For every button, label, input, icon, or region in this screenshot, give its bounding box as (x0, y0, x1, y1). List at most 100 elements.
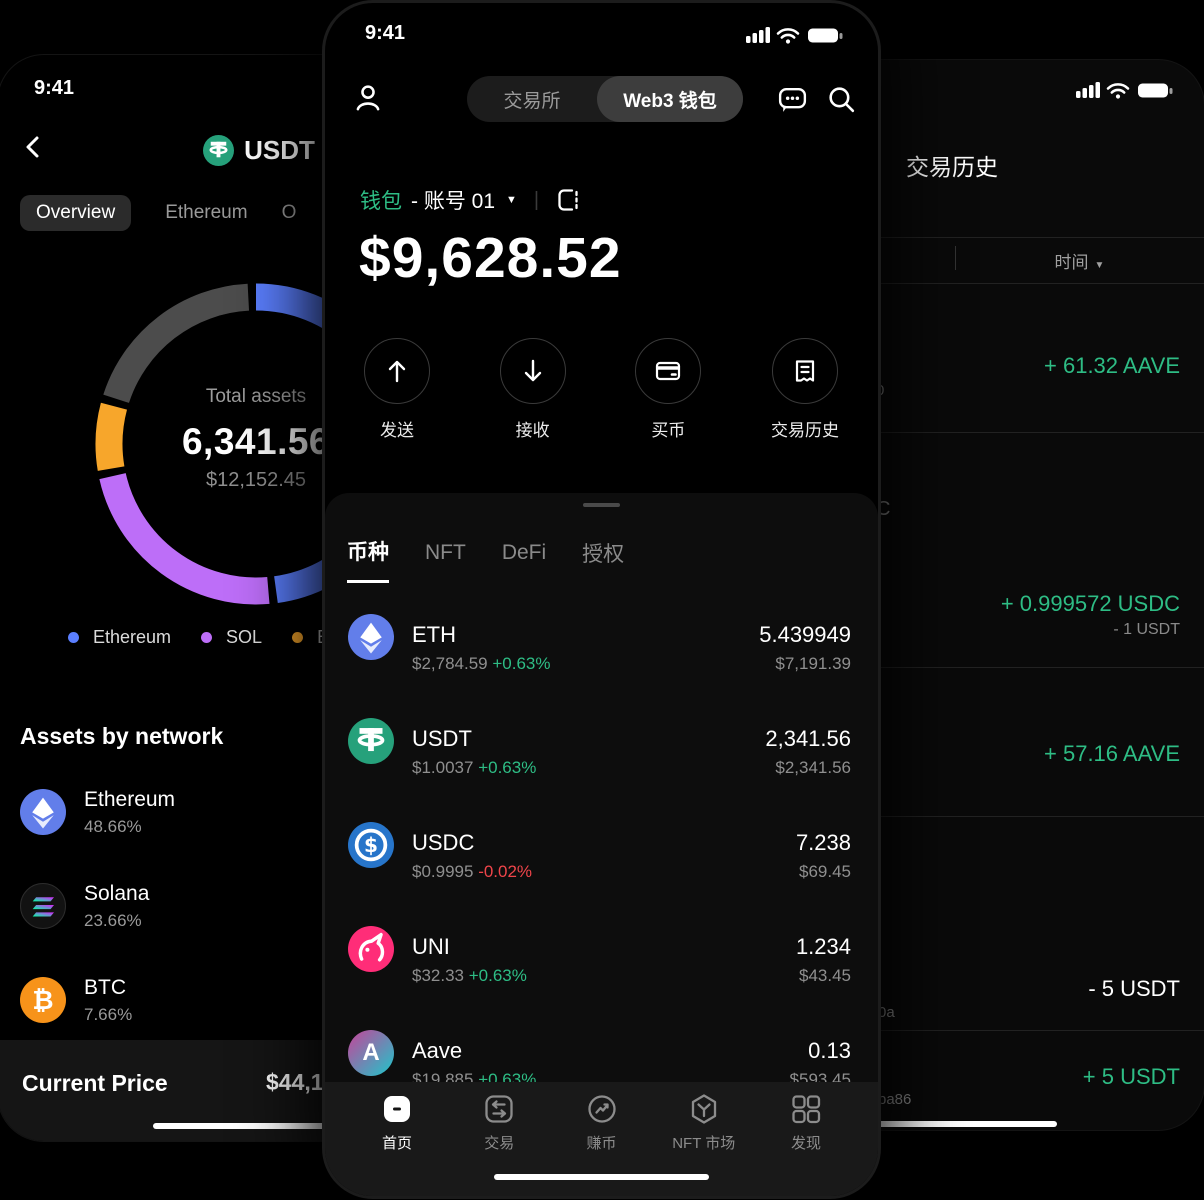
sheet-tabs: 币种 NFT DeFi 授权 (347, 536, 624, 583)
legend-ethereum: Ethereum (68, 627, 171, 648)
person-icon (356, 85, 380, 111)
token-price: $2,784.59 (412, 654, 488, 673)
arrow-up-icon (388, 360, 406, 383)
chevron-down-icon: ▼ (506, 194, 517, 206)
token-value: $69.45 (799, 862, 851, 881)
tx-address-fragment: 0a (878, 1004, 895, 1021)
usdt-icon (348, 718, 394, 764)
current-price-label: Current Price (22, 1070, 168, 1096)
token-price: $1.0037 (412, 758, 474, 777)
divider (700, 667, 1204, 668)
eth-icon (348, 614, 394, 660)
tx-amount[interactable]: + 61.32 AAVE (1044, 353, 1180, 378)
center-phone-web3-wallet: 9:41 交易所 Web3 钱包 钱包 - 账号 01 ▼ | $9,628.5… (325, 3, 878, 1196)
tab-ethereum[interactable]: Ethereum (165, 202, 248, 223)
status-icons (746, 25, 850, 47)
divider: | (533, 188, 540, 211)
tab-defi[interactable]: DeFi (501, 540, 547, 564)
battery-icon (808, 28, 843, 43)
tx-amount[interactable]: + 57.16 AAVE (1044, 741, 1180, 766)
tx-amount[interactable]: - 5 USDT (1088, 976, 1180, 1001)
tab-coins[interactable]: 币种 (347, 536, 389, 583)
divider (700, 816, 1204, 817)
wallet-label: 钱包 (360, 190, 402, 213)
tab-nft[interactable]: NFT (425, 540, 466, 564)
drag-handle[interactable] (583, 503, 620, 507)
usdc-icon: $ (348, 822, 394, 868)
wifi-icon (776, 28, 800, 39)
page-title-label: USDT (244, 135, 315, 165)
nav-home[interactable]: 首页 (349, 1092, 445, 1153)
token-row-uni[interactable]: UNI $32.33 +0.63% 1.234 $43.45 (325, 908, 878, 1012)
trade-icon (485, 1095, 513, 1123)
token-amount: 1.234 (795, 934, 851, 959)
uni-icon (348, 926, 394, 972)
discover-icon (792, 1095, 821, 1124)
account-label: - 账号 01 (411, 190, 496, 213)
arrow-down-icon (524, 359, 541, 382)
tx-amount[interactable]: + 5 USDT (1082, 1064, 1180, 1089)
chart-legend: Ethereum SOL BTC (68, 627, 353, 648)
home-indicator[interactable] (153, 1123, 363, 1129)
divider (700, 1030, 1204, 1031)
wallet-account-selector[interactable]: 钱包 - 账号 01 ▼ | (360, 185, 580, 215)
network-row-ethereum[interactable]: Ethereum 48.66% (20, 781, 175, 843)
send-button[interactable]: 发送 (364, 338, 430, 441)
tab-third-partial[interactable]: O (281, 202, 297, 223)
token-row-usdt[interactable]: USDT $1.0037 +0.63% 2,341.56 $2,341.56 (325, 700, 878, 804)
switch-wallet-icon[interactable] (556, 187, 580, 213)
profile-button[interactable] (351, 81, 385, 115)
tab-web3-wallet[interactable]: Web3 钱包 (597, 76, 743, 122)
signal-icon (746, 27, 770, 43)
token-change: +0.63% (468, 966, 527, 985)
nft-icon (691, 1094, 716, 1124)
aave-icon: A (348, 1030, 394, 1076)
network-row-solana[interactable]: Solana 23.66% (20, 875, 175, 937)
divider (700, 283, 1204, 284)
token-amount: 5.439949 (759, 622, 851, 647)
filter-divider (955, 246, 956, 270)
wifi-dot (785, 39, 791, 44)
tab-approvals[interactable]: 授权 (582, 542, 625, 566)
history-button[interactable]: 交易历史 (771, 338, 839, 441)
solana-icon (20, 883, 66, 929)
legend-dot-sol (201, 632, 213, 643)
tx-sub-amount: - 1 USDT (1113, 621, 1180, 638)
receive-button[interactable]: 接收 (499, 338, 566, 441)
token-amount: 2,341.56 (765, 726, 851, 751)
ethereum-icon (20, 789, 66, 835)
home-indicator[interactable] (494, 1174, 709, 1180)
assets-sheet (325, 493, 878, 1196)
document-icon (795, 360, 815, 382)
chevron-left-icon (26, 136, 39, 158)
token-price: $0.9995 (412, 862, 474, 881)
asset-tabs: Overview Ethereum O (20, 195, 296, 231)
nav-trade[interactable]: 交易 (451, 1092, 547, 1153)
search-button[interactable] (825, 83, 858, 116)
tx-amount[interactable]: + 0.999572 USDC (1000, 591, 1180, 616)
token-value: $43.45 (799, 966, 851, 985)
wifi-dot (1115, 94, 1121, 99)
network-row-btc[interactable]: ₿ BTC 7.66% (20, 969, 175, 1031)
legend-dot-btc (292, 632, 304, 643)
token-row-usdc[interactable]: $ USDC $0.9995 -0.02% 7.238 $69.45 (325, 804, 878, 908)
filter-time-dropdown[interactable]: 时间 ▼ (1054, 253, 1105, 272)
back-button[interactable] (20, 133, 48, 161)
nav-discover[interactable]: 发现 (758, 1092, 854, 1153)
nav-earn[interactable]: 赚币 (554, 1092, 650, 1153)
tab-exchange[interactable]: 交易所 (503, 90, 561, 112)
network-list: Ethereum 48.66% Solana 23.66% ₿ BTC 7.66% (20, 781, 175, 1031)
legend-sol: SOL (201, 627, 262, 648)
wifi-icon (1106, 83, 1130, 94)
nav-nft-market[interactable]: NFT 市场 (656, 1092, 752, 1153)
card-icon (656, 361, 681, 381)
support-chat-button[interactable] (776, 83, 809, 116)
token-value: $2,341.56 (775, 758, 851, 777)
home-indicator[interactable] (847, 1121, 1057, 1127)
buy-crypto-button[interactable]: 买币 (635, 338, 702, 441)
chart-total-assets: 6,341.56 (181, 421, 331, 462)
token-row-eth[interactable]: ETH $2,784.59 +0.63% 5.439949 $7,191.39 (325, 596, 878, 700)
btc-icon: ₿ (20, 977, 66, 1023)
status-time: 9:41 (365, 22, 406, 44)
tab-overview[interactable]: Overview (20, 195, 132, 231)
